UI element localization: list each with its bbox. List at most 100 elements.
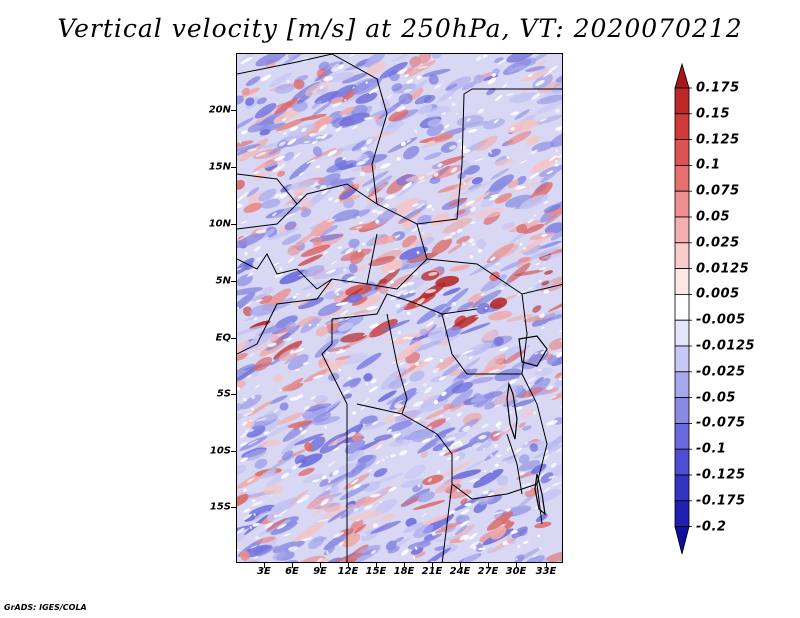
border-line: [321, 319, 348, 405]
lat-label-20n: 20N: [208, 104, 231, 116]
lat-label-eq: EQ: [215, 332, 231, 344]
lake-outline: [534, 473, 546, 516]
colorbar-label: -0.05: [696, 390, 736, 406]
colorbar-label: 0.025: [696, 235, 740, 251]
border-line: [237, 54, 333, 75]
lon-label-33e: 33E: [535, 566, 557, 577]
colorbar-label: -0.075: [696, 415, 746, 431]
lon-tick: [432, 563, 433, 568]
lon-label-15e: 15E: [365, 566, 387, 577]
colorbar-label: -0.005: [696, 312, 746, 328]
colorbar-bin: [674, 216, 690, 244]
lon-tick: [460, 563, 461, 568]
grads-credit: GrADS: IGES/COLA: [4, 603, 87, 612]
lat-tick: [231, 394, 236, 395]
country-borders: [237, 54, 562, 562]
border-line: [376, 88, 473, 225]
velocity-shading: [237, 54, 562, 562]
lon-label-18e: 18E: [393, 566, 415, 577]
border-line: [331, 293, 478, 320]
lon-tick: [546, 563, 547, 568]
lat-tick: [231, 224, 236, 225]
colorbar-bin: [674, 190, 690, 218]
colorbar-label: 0.125: [696, 132, 740, 148]
border-line: [441, 313, 522, 375]
colorbar-label: 0.0125: [696, 261, 750, 277]
colorbar-bin: [674, 345, 690, 373]
colorbar-bin: [674, 397, 690, 424]
colorbar-bin: [674, 500, 690, 527]
colorbar-overflow-bottom: [674, 526, 690, 555]
lat-label-15n: 15N: [208, 161, 231, 173]
border-line: [471, 483, 538, 500]
colorbar-bin: [674, 319, 690, 347]
map-title: Vertical velocity [m/s] at 250hPa, VT: 2…: [57, 14, 743, 43]
colorbar-bin: [674, 87, 690, 115]
border-line: [386, 313, 408, 415]
colorbar-bin: [674, 113, 690, 141]
colorbar-label: -0.2: [696, 519, 727, 535]
lon-label-21e: 21E: [421, 566, 443, 577]
lon-tick: [320, 563, 321, 568]
lon-tick: [348, 563, 349, 568]
colorbar-bin: [674, 293, 690, 321]
colorbar-label: -0.1: [696, 441, 727, 457]
border-line: [356, 403, 473, 500]
colorbar-label: 0.175: [696, 80, 740, 96]
colorbar-overflow-top: [674, 62, 690, 89]
colorbar-bin: [674, 371, 690, 398]
vertical-velocity-field: [237, 54, 562, 562]
border-line: [331, 54, 388, 205]
lat-label-5s: 5S: [216, 388, 231, 400]
colorbar-label: -0.0125: [696, 338, 756, 354]
lon-label-6e: 6E: [285, 566, 299, 577]
colorbar-label: 0.1: [696, 157, 721, 173]
colorbar-label: 0.05: [696, 209, 731, 225]
colorbar-label: -0.175: [696, 493, 746, 509]
lon-tick: [404, 563, 405, 568]
lon-tick: [376, 563, 377, 568]
lon-tick: [488, 563, 489, 568]
colorbar-bin: [674, 474, 690, 502]
lat-label-10s: 10S: [209, 445, 231, 457]
colorbar-bin: [674, 164, 690, 192]
lon-tick: [516, 563, 517, 568]
lat-label-5n: 5N: [215, 275, 231, 287]
lat-tick: [231, 110, 236, 111]
colorbar-bin: [674, 139, 690, 166]
lat-label-10n: 10N: [208, 218, 231, 230]
colorbar-bin: [674, 268, 690, 295]
lat-tick: [231, 451, 236, 452]
colorbar-bin: [674, 422, 690, 450]
colorbar-bin: [674, 242, 690, 270]
border-line: [366, 258, 428, 290]
lat-tick: [231, 167, 236, 168]
lat-tick: [231, 281, 236, 282]
border-line: [237, 173, 298, 205]
lon-label-12e: 12E: [337, 566, 359, 577]
colorbar-label: 0.15: [696, 106, 731, 122]
colorbar-bin: [674, 448, 690, 476]
map-panel: [236, 53, 563, 563]
lon-tick: [264, 563, 265, 568]
colorbar-label: 0.005: [696, 286, 740, 302]
colorbar-label: -0.025: [696, 364, 746, 380]
border-line: [237, 183, 378, 230]
lat-label-15s: 15S: [209, 501, 231, 513]
lat-tick: [231, 507, 236, 508]
lon-tick: [292, 563, 293, 568]
border-line: [506, 433, 523, 495]
border-line: [441, 483, 453, 562]
lon-label-24e: 24E: [449, 566, 471, 577]
colorbar-label: -0.125: [696, 467, 746, 483]
lon-label-9e: 9E: [313, 566, 327, 577]
colorbar-label: 0.075: [696, 183, 740, 199]
lake-outline: [518, 335, 548, 367]
lake-outline: [506, 381, 518, 440]
lat-tick: [231, 338, 236, 339]
border-line: [416, 223, 562, 295]
border-line: [237, 253, 333, 290]
lon-label-27e: 27E: [477, 566, 499, 577]
lon-label-3e: 3E: [257, 566, 271, 577]
lon-label-30e: 30E: [505, 566, 527, 577]
